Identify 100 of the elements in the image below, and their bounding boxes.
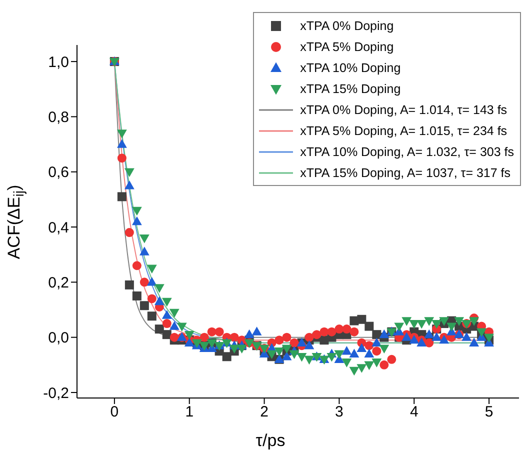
- point: [154, 296, 164, 306]
- legend-label: xTPA 0% Doping, A= 1.014, τ= 143 fs: [300, 102, 508, 116]
- legend-label: xTPA 5% Doping, A= 1.015, τ= 234 fs: [300, 124, 508, 138]
- x-tick-label: 1: [185, 404, 194, 421]
- point: [214, 327, 224, 336]
- point: [124, 180, 134, 190]
- point: [140, 301, 149, 310]
- point: [454, 317, 464, 326]
- point: [124, 280, 134, 290]
- point: [387, 354, 396, 364]
- point: [432, 320, 442, 329]
- point: [304, 356, 314, 365]
- point: [124, 228, 134, 238]
- point: [402, 317, 412, 326]
- point: [117, 154, 126, 163]
- x-tick-label: 2: [260, 404, 268, 421]
- point: [364, 361, 374, 370]
- point: [124, 168, 134, 178]
- legend-label: xTPA 5% Doping: [300, 40, 394, 54]
- point: [162, 298, 172, 307]
- point: [416, 320, 427, 329]
- point: [222, 352, 232, 362]
- x-tick-label: 0: [110, 404, 119, 421]
- point: [334, 350, 344, 360]
- point: [139, 234, 150, 244]
- point: [117, 192, 126, 202]
- point: [439, 317, 450, 326]
- point: [146, 276, 157, 286]
- point: [372, 346, 382, 356]
- point: [342, 358, 352, 368]
- legend-label: xTPA 15% Doping: [300, 82, 401, 96]
- point: [147, 294, 156, 304]
- point: [117, 139, 127, 148]
- point: [342, 324, 352, 334]
- point: [139, 246, 150, 256]
- point: [424, 329, 434, 338]
- point: [364, 348, 374, 358]
- point: [132, 206, 142, 216]
- y-tick-label: 1,0: [48, 54, 69, 71]
- point: [469, 317, 479, 326]
- y-tick-label: -0,2: [43, 384, 69, 402]
- point: [424, 317, 434, 326]
- point: [356, 343, 367, 352]
- point: [357, 314, 366, 324]
- point: [304, 332, 314, 342]
- point: [446, 322, 457, 332]
- point: [356, 364, 367, 373]
- point: [380, 360, 389, 370]
- x-tick-label: 4: [410, 404, 418, 421]
- legend-label: xTPA 10% Doping: [300, 60, 401, 74]
- point: [162, 330, 172, 340]
- y-tick-label: 0,0: [48, 330, 69, 347]
- point: [364, 341, 374, 350]
- point: [304, 340, 314, 350]
- point: [432, 332, 442, 341]
- point: [132, 291, 142, 300]
- point: [327, 327, 336, 336]
- point: [147, 312, 156, 321]
- legend-label: xTPA 15% Doping, A= 1037, τ= 317 fs: [300, 166, 511, 180]
- point: [320, 327, 329, 336]
- point: [236, 344, 247, 354]
- point: [424, 338, 434, 348]
- y-tick-label: 0,4: [48, 219, 69, 236]
- point: [274, 348, 284, 356]
- y-tick-label: 0,2: [48, 274, 69, 292]
- point: [289, 350, 300, 360]
- point: [296, 353, 307, 362]
- point: [169, 308, 180, 318]
- point: [364, 322, 374, 331]
- point: [312, 330, 322, 340]
- point: [117, 130, 127, 138]
- x-axis-title: τ/ps: [254, 431, 286, 451]
- y-tick-label: 0,6: [48, 164, 69, 182]
- point: [409, 320, 420, 329]
- point: [176, 322, 187, 332]
- legend-label: xTPA 0% Doping: [300, 18, 394, 32]
- point: [462, 332, 472, 341]
- point: [162, 310, 172, 319]
- point: [350, 327, 359, 336]
- point: [207, 327, 216, 336]
- point: [282, 351, 292, 360]
- point: [349, 348, 360, 358]
- point: [290, 338, 299, 348]
- x-tick-label: 3: [335, 404, 344, 421]
- point: [132, 216, 142, 226]
- point: [469, 338, 479, 346]
- point: [244, 329, 254, 338]
- point: [274, 336, 284, 345]
- point: [349, 366, 360, 376]
- point: [146, 264, 157, 274]
- point: [230, 332, 239, 342]
- point: [326, 353, 337, 362]
- point: [342, 346, 352, 355]
- point: [200, 332, 209, 342]
- point: [154, 324, 164, 334]
- point: [184, 330, 194, 340]
- point: [379, 329, 390, 338]
- y-tick-label: 0,8: [48, 109, 69, 126]
- point: [252, 326, 262, 336]
- point: [140, 278, 149, 287]
